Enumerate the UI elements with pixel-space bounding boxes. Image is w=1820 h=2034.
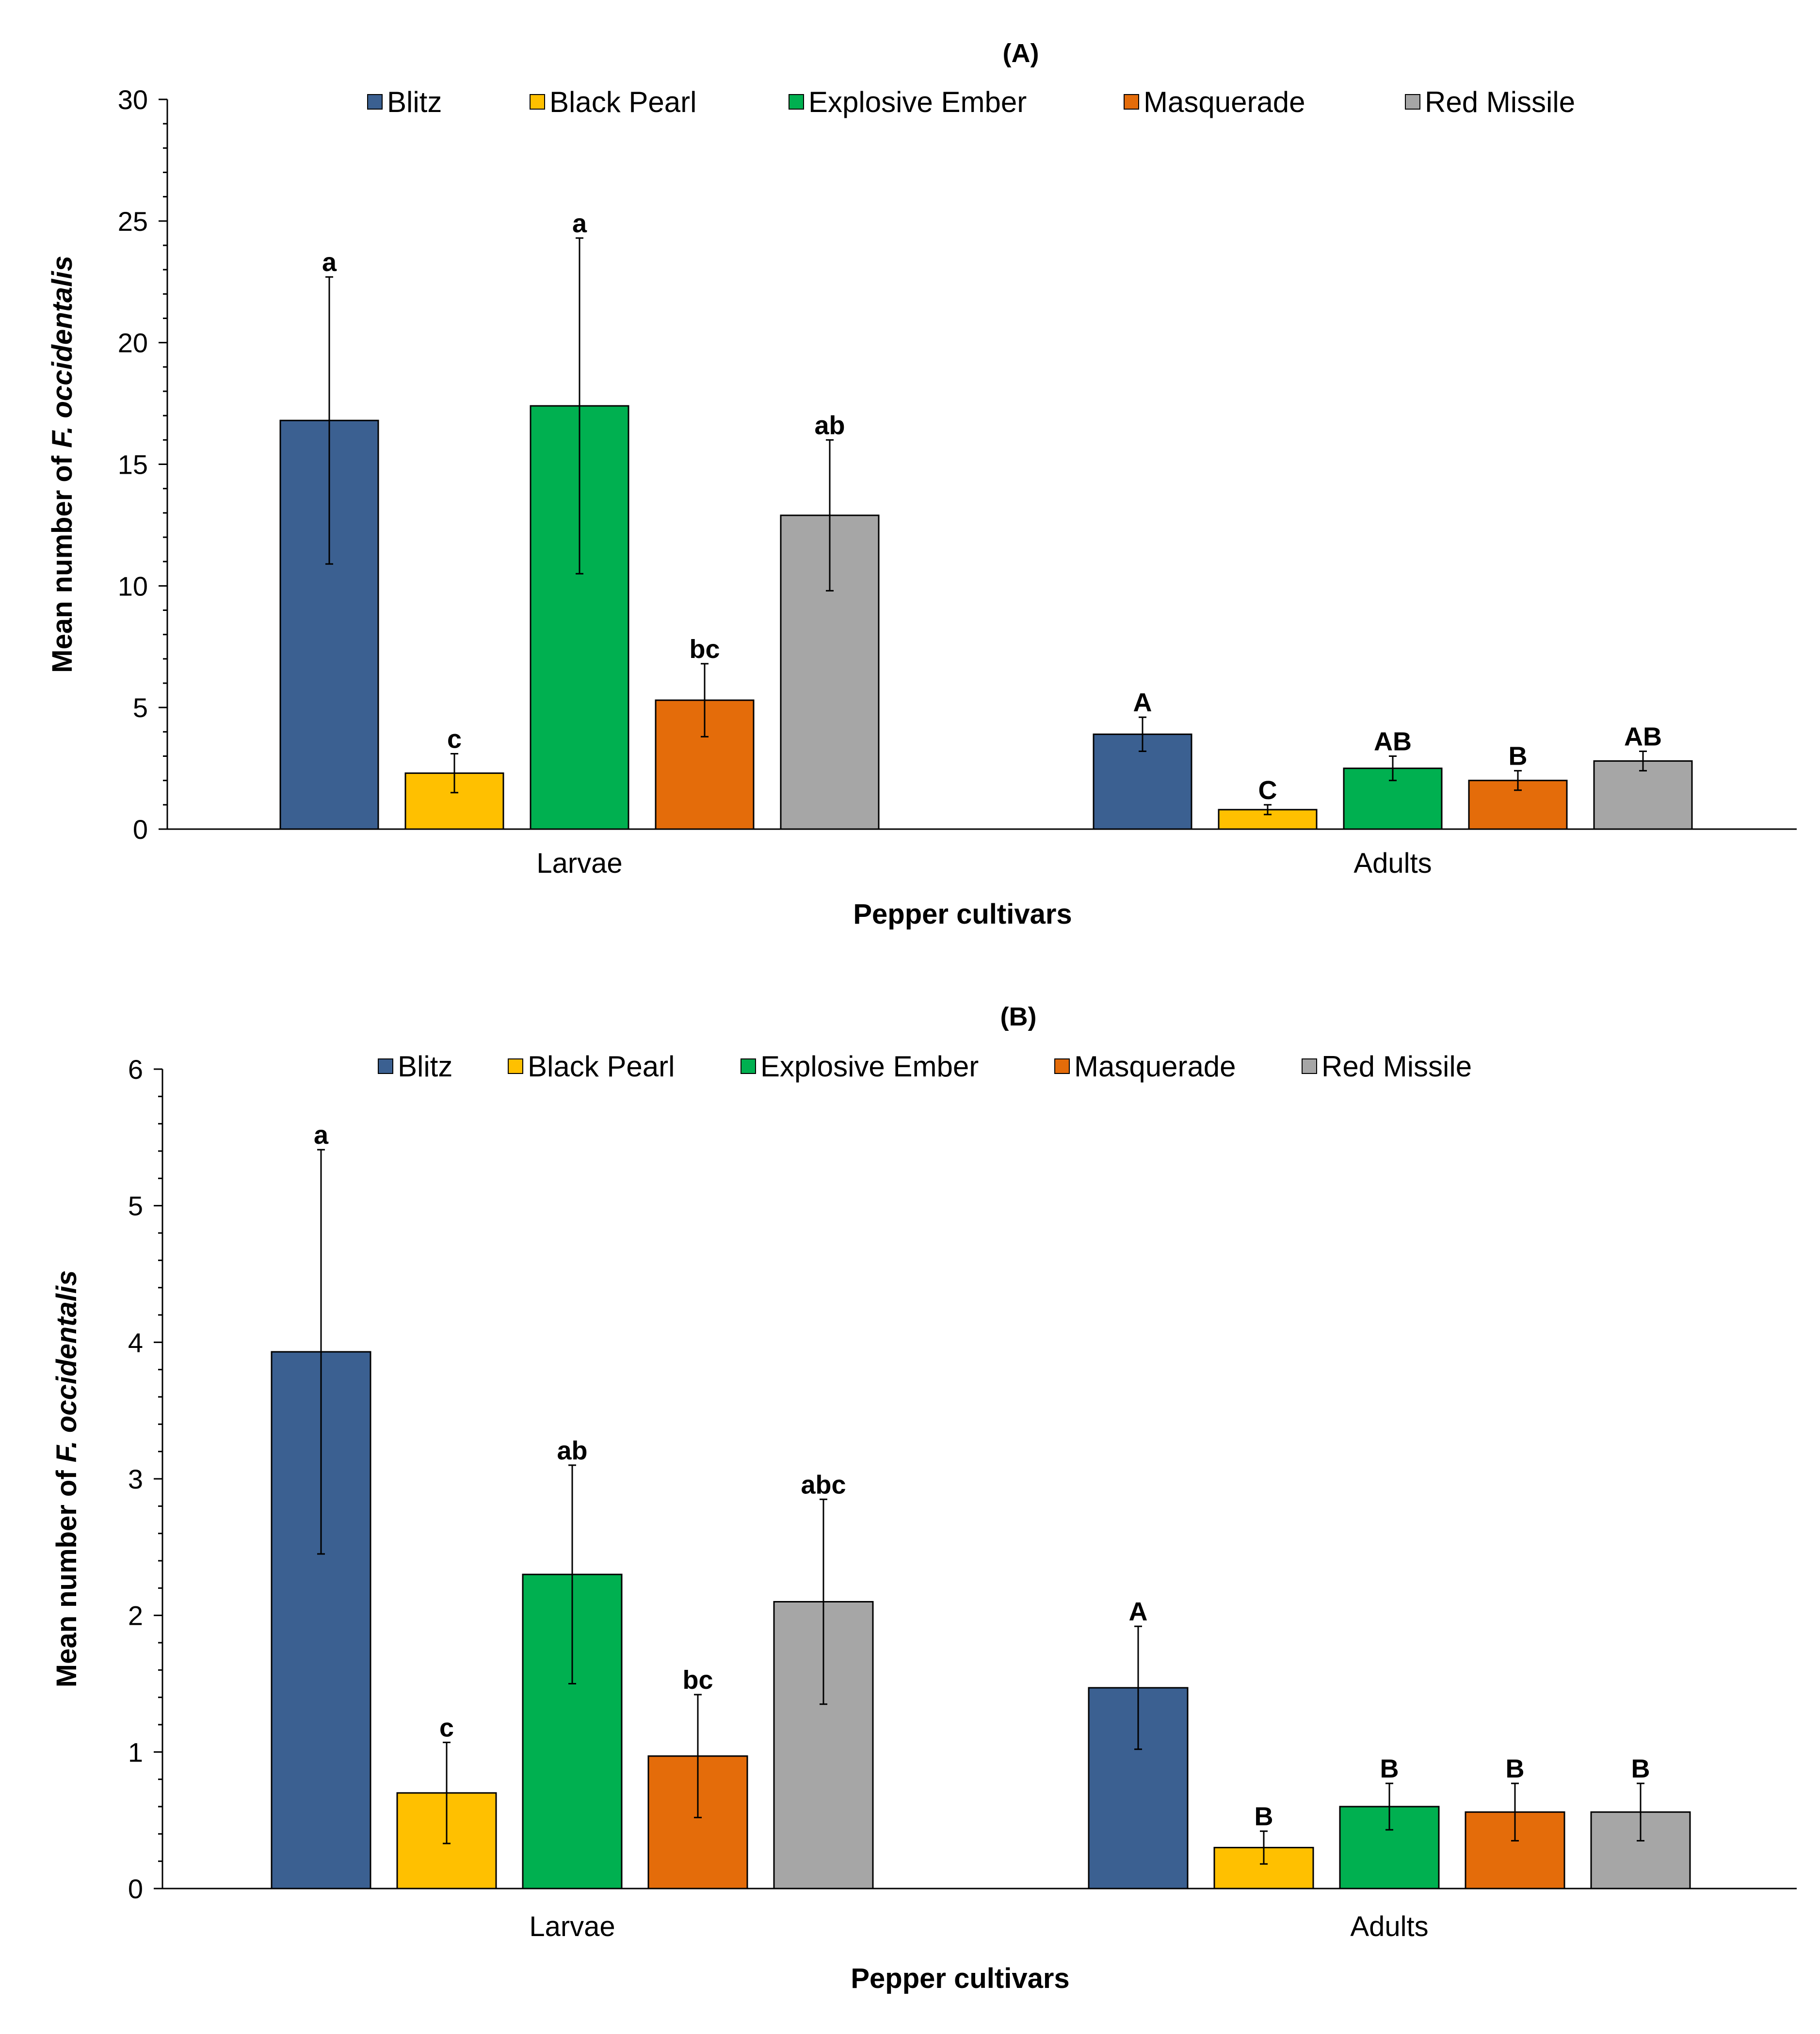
legend-label: Masquerade [1144,86,1305,118]
y-tick-label: 4 [128,1327,143,1358]
x-axis-label: Pepper cultivars [853,898,1072,930]
significance-letter: a [572,209,587,238]
significance-letter: B [1506,1754,1525,1783]
y-tick-label: 6 [128,1054,143,1085]
significance-letter: c [439,1714,454,1743]
significance-letter: ab [557,1436,587,1465]
x-category-label: Adults [1350,1911,1428,1942]
legend-swatch [1124,94,1139,110]
bar [1343,768,1443,830]
chart-panel: (B) 0 1 2 3 4 5 6 Mean number of F. occidentalis… [51,1002,1797,1994]
legend-swatch [508,1058,523,1074]
chart-title: (B) [1000,1002,1037,1031]
legend-swatch [367,94,383,110]
y-axis-label: Mean number of F. occidentalis [51,1270,82,1688]
legend-label: Masquerade [1074,1050,1236,1083]
significance-letter: B [1631,1754,1650,1783]
significance-letter: B [1380,1754,1399,1783]
chart-title: (A) [1003,39,1039,68]
x-category-label: Larvae [536,848,622,879]
legend-label: Red Missile [1425,86,1575,118]
y-tick-label: 0 [128,1874,143,1904]
legend-swatch [1405,94,1420,110]
legend-label: Red Missile [1321,1050,1472,1083]
legend-label: Blitz [398,1050,452,1083]
x-category-label: Adults [1353,848,1432,879]
significance-letter: B [1509,742,1528,771]
y-tick-label: 2 [128,1601,143,1631]
y-tick-label: 1 [128,1737,143,1767]
significance-letter: a [314,1121,329,1150]
x-axis-label: Pepper cultivars [851,1963,1069,1994]
significance-letter: c [447,724,462,753]
significance-letter: A [1129,1597,1148,1626]
significance-letter: bc [689,635,720,664]
significance-letter: bc [682,1666,713,1695]
legend-label: Blitz [387,86,442,118]
y-tick-label: 25 [118,206,148,237]
legend-swatch [741,1058,756,1074]
significance-letter: abc [801,1470,846,1499]
significance-letter: B [1255,1802,1273,1831]
y-tick-label: 20 [118,328,148,358]
significance-letter: C [1258,776,1277,805]
significance-letter: AB [1624,722,1662,751]
legend-label: Black Pearl [549,86,696,118]
legend-swatch [789,94,804,110]
significance-letter: ab [814,411,845,440]
y-tick-label: 5 [128,1191,143,1221]
x-category-label: Larvae [529,1911,615,1942]
chart-panel: (A) 0 5 10 15 20 25 30 Mean number of F. occiden… [47,39,1797,930]
legend-swatch [1054,1058,1070,1074]
legend-swatch [378,1058,393,1074]
legend-swatch [530,94,545,110]
legend-swatch [1302,1058,1317,1074]
y-tick-label: 3 [128,1464,143,1494]
legend-label: Explosive Ember [760,1050,979,1083]
bar [279,419,379,830]
significance-letter: a [322,248,337,277]
y-axis-label: Mean number of F. occidentalis [47,256,78,673]
y-tick-label: 5 [133,692,148,723]
significance-letter: AB [1374,727,1412,756]
legend-label: Explosive Ember [808,86,1027,118]
y-tick-label: 10 [118,571,148,601]
y-tick-label: 15 [118,449,148,480]
y-tick-label: 0 [133,814,148,845]
significance-letter: A [1133,688,1152,717]
y-tick-label: 30 [118,84,148,115]
legend-label: Black Pearl [528,1050,675,1083]
bar [404,772,504,830]
